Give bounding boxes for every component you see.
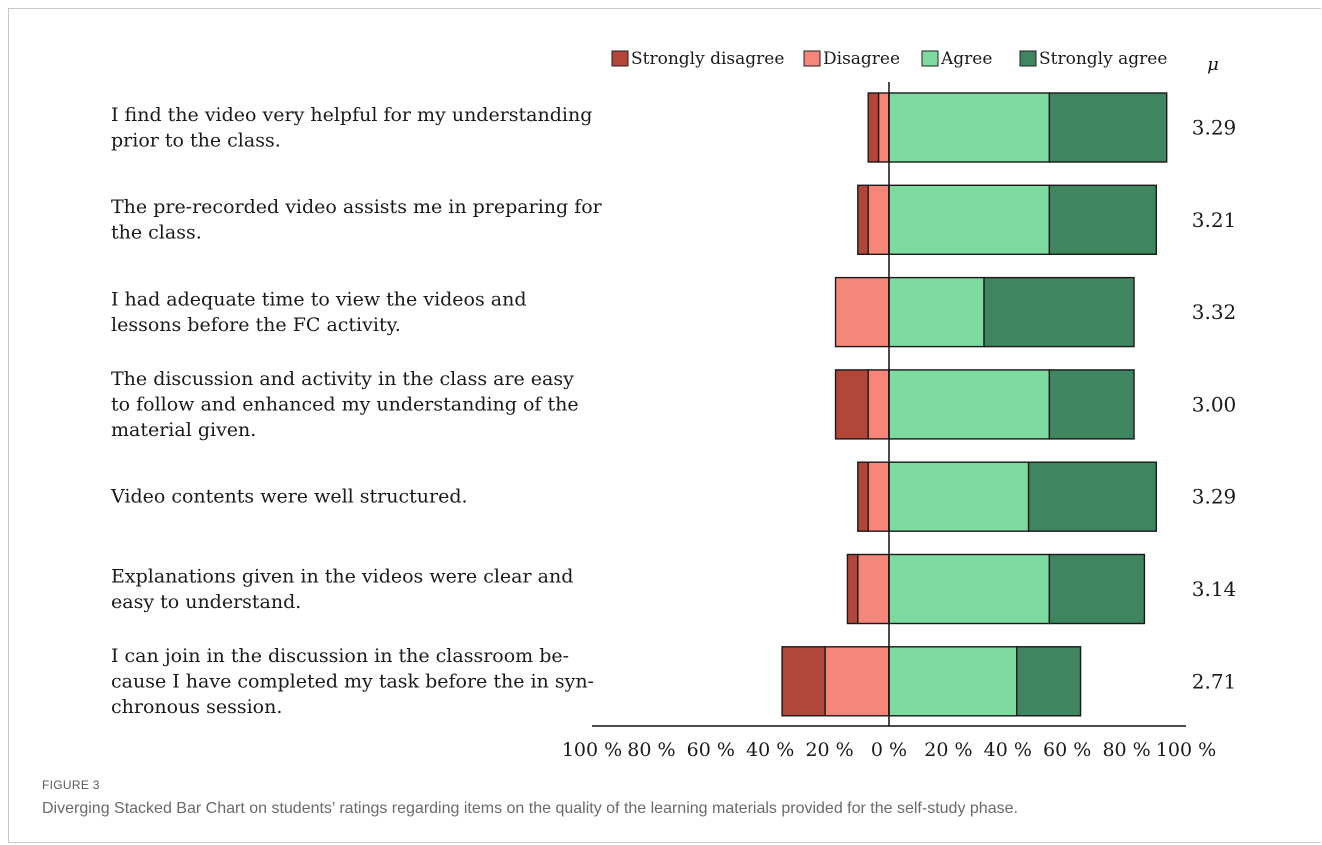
mean-header: μ bbox=[1207, 54, 1219, 75]
bar-disagree-row-2 bbox=[867, 184, 890, 256]
bar-disagree-row-3 bbox=[834, 276, 890, 348]
bar-strongly-agree-row-3 bbox=[983, 276, 1135, 348]
bar-agree-row-3 bbox=[888, 276, 985, 348]
item-label-row-1: prior to the class. bbox=[111, 129, 281, 151]
mean-value-row-6: 3.14 bbox=[1192, 577, 1237, 601]
item-label-row-7: chronous session. bbox=[111, 696, 282, 718]
item-label-row-4: to follow and enhanced my understanding … bbox=[111, 393, 579, 415]
bar-agree-row-6 bbox=[888, 553, 1051, 625]
bar-agree-row-4 bbox=[888, 369, 1051, 440]
item-label-row-7: I can join in the discussion in the clas… bbox=[111, 645, 569, 667]
bar-disagree-row-1 bbox=[877, 92, 890, 163]
x-tick-label: 100 % bbox=[1156, 739, 1216, 761]
mean-value-row-1: 3.29 bbox=[1192, 116, 1237, 140]
item-label-row-2: the class. bbox=[111, 222, 202, 244]
legend-swatch-strongly-disagree bbox=[611, 50, 629, 67]
x-tick-label: 0 % bbox=[871, 739, 907, 761]
x-tick-label: 40 % bbox=[746, 739, 794, 761]
bar-agree-row-5 bbox=[888, 461, 1030, 532]
item-label-row-3: lessons before the FC activity. bbox=[111, 314, 401, 336]
bar-strongly-disagree-row-2 bbox=[857, 184, 869, 256]
bar-strongly-agree-row-6 bbox=[1048, 553, 1146, 625]
item-label-row-4: material given. bbox=[111, 419, 256, 441]
x-tick-label: 20 % bbox=[805, 739, 853, 761]
bar-strongly-agree-row-5 bbox=[1027, 461, 1157, 532]
mean-value-row-4: 3.00 bbox=[1192, 392, 1237, 416]
legend-label-agree: Agree bbox=[940, 49, 992, 69]
item-label-row-5: Video contents were well structured. bbox=[110, 486, 468, 508]
bar-strongly-disagree-row-7 bbox=[781, 646, 826, 717]
mean-value-row-5: 3.29 bbox=[1192, 485, 1237, 509]
mean-value-row-3: 3.32 bbox=[1192, 300, 1237, 324]
bar-strongly-disagree-row-5 bbox=[857, 461, 869, 532]
legend-label-strongly-agree: Strongly agree bbox=[1039, 49, 1167, 69]
mean-value-row-2: 3.21 bbox=[1192, 208, 1237, 232]
bar-agree-row-2 bbox=[888, 184, 1051, 256]
figure-frame bbox=[8, 8, 1321, 843]
bar-disagree-row-6 bbox=[857, 553, 890, 625]
item-label-row-7: cause I have completed my task before th… bbox=[111, 670, 594, 692]
legend-label-strongly-disagree: Strongly disagree bbox=[631, 49, 784, 69]
x-tick-label: 60 % bbox=[687, 739, 735, 761]
item-label-row-4: The discussion and activity in the class… bbox=[111, 368, 574, 390]
x-tick-label: 20 % bbox=[924, 739, 972, 761]
bar-strongly-agree-row-7 bbox=[1016, 646, 1082, 717]
legend-swatch-disagree bbox=[803, 50, 821, 67]
bar-strongly-agree-row-2 bbox=[1048, 184, 1158, 256]
item-label-row-2: The pre-recorded video assists me in pre… bbox=[111, 196, 603, 218]
bar-strongly-agree-row-4 bbox=[1048, 369, 1135, 440]
legend-swatch-agree bbox=[921, 50, 939, 67]
item-label-row-1: I find the video very helpful for my und… bbox=[111, 104, 592, 126]
x-tick-label: 80 % bbox=[1102, 739, 1150, 761]
item-label-row-6: easy to understand. bbox=[111, 591, 301, 613]
x-tick-label: 60 % bbox=[1043, 739, 1091, 761]
bar-disagree-row-4 bbox=[867, 369, 890, 440]
bar-agree-row-7 bbox=[888, 646, 1018, 717]
figure-caption: Diverging Stacked Bar Chart on students’… bbox=[42, 800, 1018, 817]
diverging-stacked-bar-chart: Strongly disagree Disagree Agree Strongly a… bbox=[110, 49, 1237, 761]
legend-label-disagree: Disagree bbox=[823, 49, 900, 69]
x-tick-label: 40 % bbox=[984, 739, 1032, 761]
x-tick-label: 100 % bbox=[562, 739, 622, 761]
bar-strongly-disagree-row-1 bbox=[867, 92, 880, 163]
mean-value-row-7: 2.71 bbox=[1192, 669, 1237, 693]
x-tick-label: 80 % bbox=[627, 739, 675, 761]
figure-label: FIGURE 3 bbox=[42, 778, 100, 792]
legend-swatch-strongly-agree bbox=[1019, 50, 1037, 67]
bar-disagree-row-7 bbox=[824, 646, 890, 717]
bar-agree-row-1 bbox=[888, 92, 1051, 163]
bar-strongly-agree-row-1 bbox=[1048, 92, 1168, 163]
item-label-row-6: Explanations given in the videos were cl… bbox=[111, 565, 573, 587]
bar-strongly-disagree-row-4 bbox=[834, 369, 869, 440]
bar-disagree-row-5 bbox=[867, 461, 890, 532]
item-label-row-3: I had adequate time to view the videos a… bbox=[111, 288, 527, 310]
bar-strongly-disagree-row-6 bbox=[846, 553, 859, 625]
